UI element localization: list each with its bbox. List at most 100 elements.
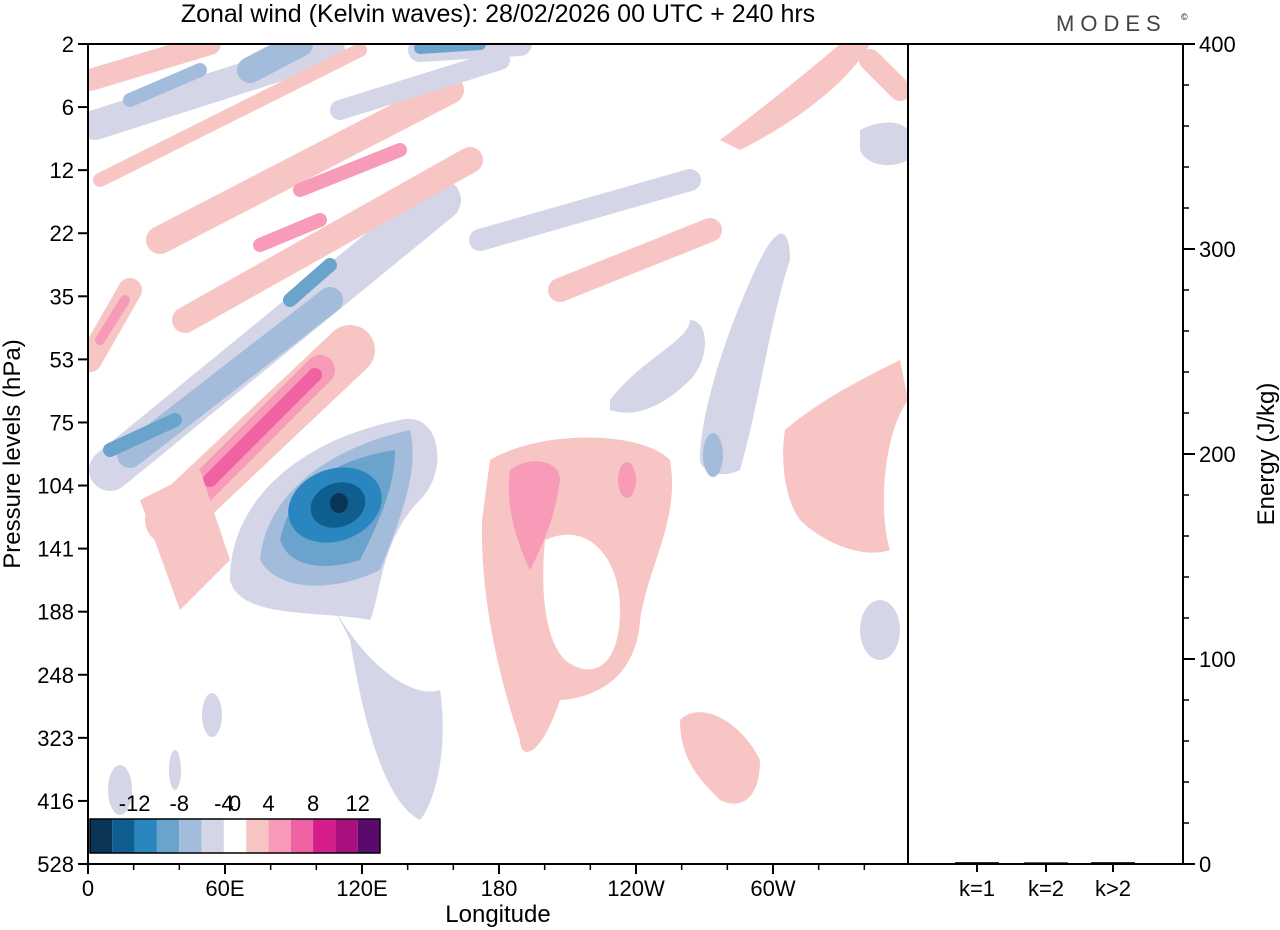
colorbar-swatch xyxy=(156,819,180,853)
easterly-patch xyxy=(202,693,222,737)
energy-x-tick-label: k>2 xyxy=(1095,876,1131,901)
easterly-patch xyxy=(860,122,908,166)
colorbar-swatch xyxy=(112,819,135,853)
westerly-patch-low xyxy=(680,712,760,804)
y-tick-label: 104 xyxy=(37,474,74,499)
y-tick-label: 323 xyxy=(37,726,74,751)
colorbar-label: 8 xyxy=(307,791,319,816)
y-tick-label: 2 xyxy=(62,32,74,57)
colorbar-swatch xyxy=(357,819,380,853)
colorbar-swatch xyxy=(268,819,291,853)
westerly-band xyxy=(253,213,327,252)
energy-bar xyxy=(955,862,999,865)
easterly-band xyxy=(103,413,182,457)
easterly-band xyxy=(283,258,337,307)
colorbar-swatch xyxy=(223,819,247,853)
x-tick-label: 60E xyxy=(205,876,244,901)
x-axis-label: Longitude xyxy=(445,901,550,928)
westerly-tail xyxy=(140,470,230,610)
colorbar-swatch xyxy=(246,819,269,853)
colorbar-swatches xyxy=(89,818,381,854)
westerly-band xyxy=(293,143,407,197)
easterly-patch-low xyxy=(860,600,900,660)
x-tick-label: 60W xyxy=(750,876,795,901)
colorbar-label: -8 xyxy=(169,791,189,816)
energy-y-tick-label: 300 xyxy=(1199,237,1236,262)
energy-y-tick-label: 0 xyxy=(1199,852,1211,877)
colorbar-frame xyxy=(89,818,381,854)
colorbar-label: -4 xyxy=(214,791,234,816)
y-axis-label: Pressure levels (hPa) xyxy=(0,339,26,568)
x-tick-label: 0 xyxy=(82,876,94,901)
y-tick-label: 53 xyxy=(50,347,74,372)
easterly-patch xyxy=(610,320,705,413)
x-axis-ticks: 0 60E 120E 180 120W 60W xyxy=(82,864,866,901)
colorbar: -12 -8 -40 4 8 12 xyxy=(89,791,381,854)
westerly-band xyxy=(548,218,722,302)
y-tick-label: 22 xyxy=(50,221,74,246)
easterly-band xyxy=(237,44,313,83)
calm-gap xyxy=(543,534,620,670)
chart-title: Zonal wind (Kelvin waves): 28/02/2026 00… xyxy=(181,0,815,28)
colorbar-labels: -12 -8 -40 4 8 12 xyxy=(119,791,370,816)
easterly-patch xyxy=(700,233,790,475)
y-tick-label: 75 xyxy=(50,410,74,435)
hovmoller-panel: 0 60E 120E 180 120W 60W 2 6 12 22 35 53 75 104 141 188… xyxy=(0,32,909,928)
y-tick-label: 12 xyxy=(50,158,74,183)
energy-bars xyxy=(955,862,1135,865)
energy-y-tick-label: 400 xyxy=(1199,32,1236,57)
easterly-patch xyxy=(169,750,181,790)
westerly-band xyxy=(720,44,870,150)
energy-frame xyxy=(907,43,1184,865)
energy-bar xyxy=(1091,862,1135,865)
energy-y-axis-label: Energy (J/kg) xyxy=(1253,383,1280,526)
colorbar-swatch xyxy=(179,819,202,853)
colorbar-label: 4 xyxy=(262,791,274,816)
brand-text: MODES xyxy=(1056,11,1167,36)
easterly-patch xyxy=(108,765,132,815)
y-tick-label: 416 xyxy=(37,789,74,814)
energy-x-ticks: k=1 k=2 k>2 xyxy=(959,864,1131,901)
westerly-band xyxy=(172,147,483,333)
easterly-core-centre xyxy=(330,493,348,513)
easterly-band xyxy=(469,169,701,251)
westerly-band xyxy=(88,44,221,91)
energy-x-tick-label: k=1 xyxy=(959,876,995,901)
energy-x-tick-label: k=2 xyxy=(1028,876,1064,901)
brand-logo: MODES © xyxy=(1056,11,1188,36)
contour-field xyxy=(88,44,908,820)
y-tick-label: 35 xyxy=(50,284,74,309)
colorbar-label: 0 xyxy=(229,791,241,816)
x-tick-label: 120W xyxy=(607,876,665,901)
westerly-band xyxy=(859,49,908,101)
energy-y-tick-label: 200 xyxy=(1199,442,1236,467)
brand-mark: © xyxy=(1181,12,1188,22)
y-tick-label: 141 xyxy=(37,537,74,562)
colorbar-swatch xyxy=(313,819,336,853)
westerly-band xyxy=(95,295,130,345)
easterly-band xyxy=(330,50,510,120)
energy-y-tick-label: 100 xyxy=(1199,647,1236,672)
westerly-region-east xyxy=(783,360,908,553)
colorbar-swatch xyxy=(201,819,224,853)
y-tick-label: 6 xyxy=(62,95,74,120)
x-tick-label: 120E xyxy=(336,876,387,901)
westerly-band xyxy=(93,44,367,187)
colorbar-swatch xyxy=(90,819,113,853)
energy-bar xyxy=(1024,862,1068,865)
y-axis-ticks: 2 6 12 22 35 53 75 104 141 188 248 323 416 528 xyxy=(37,32,88,877)
easterly-band xyxy=(123,63,207,107)
westerly-region-core xyxy=(618,462,636,498)
easterly-tail xyxy=(330,600,443,820)
x-tick-label: 180 xyxy=(481,876,518,901)
westerly-band xyxy=(146,76,464,254)
colorbar-label: 12 xyxy=(345,791,369,816)
colorbar-label: -12 xyxy=(119,791,151,816)
energy-panel: k=1 k=2 k>2 0 100 200 300 400 Energy (J/kg) xyxy=(907,32,1280,901)
energy-y-ticks: 0 100 200 300 400 xyxy=(1183,32,1236,877)
y-tick-label: 188 xyxy=(37,600,74,625)
colorbar-swatch xyxy=(134,819,157,853)
colorbar-swatch xyxy=(290,819,314,853)
colorbar-swatch xyxy=(335,819,358,853)
